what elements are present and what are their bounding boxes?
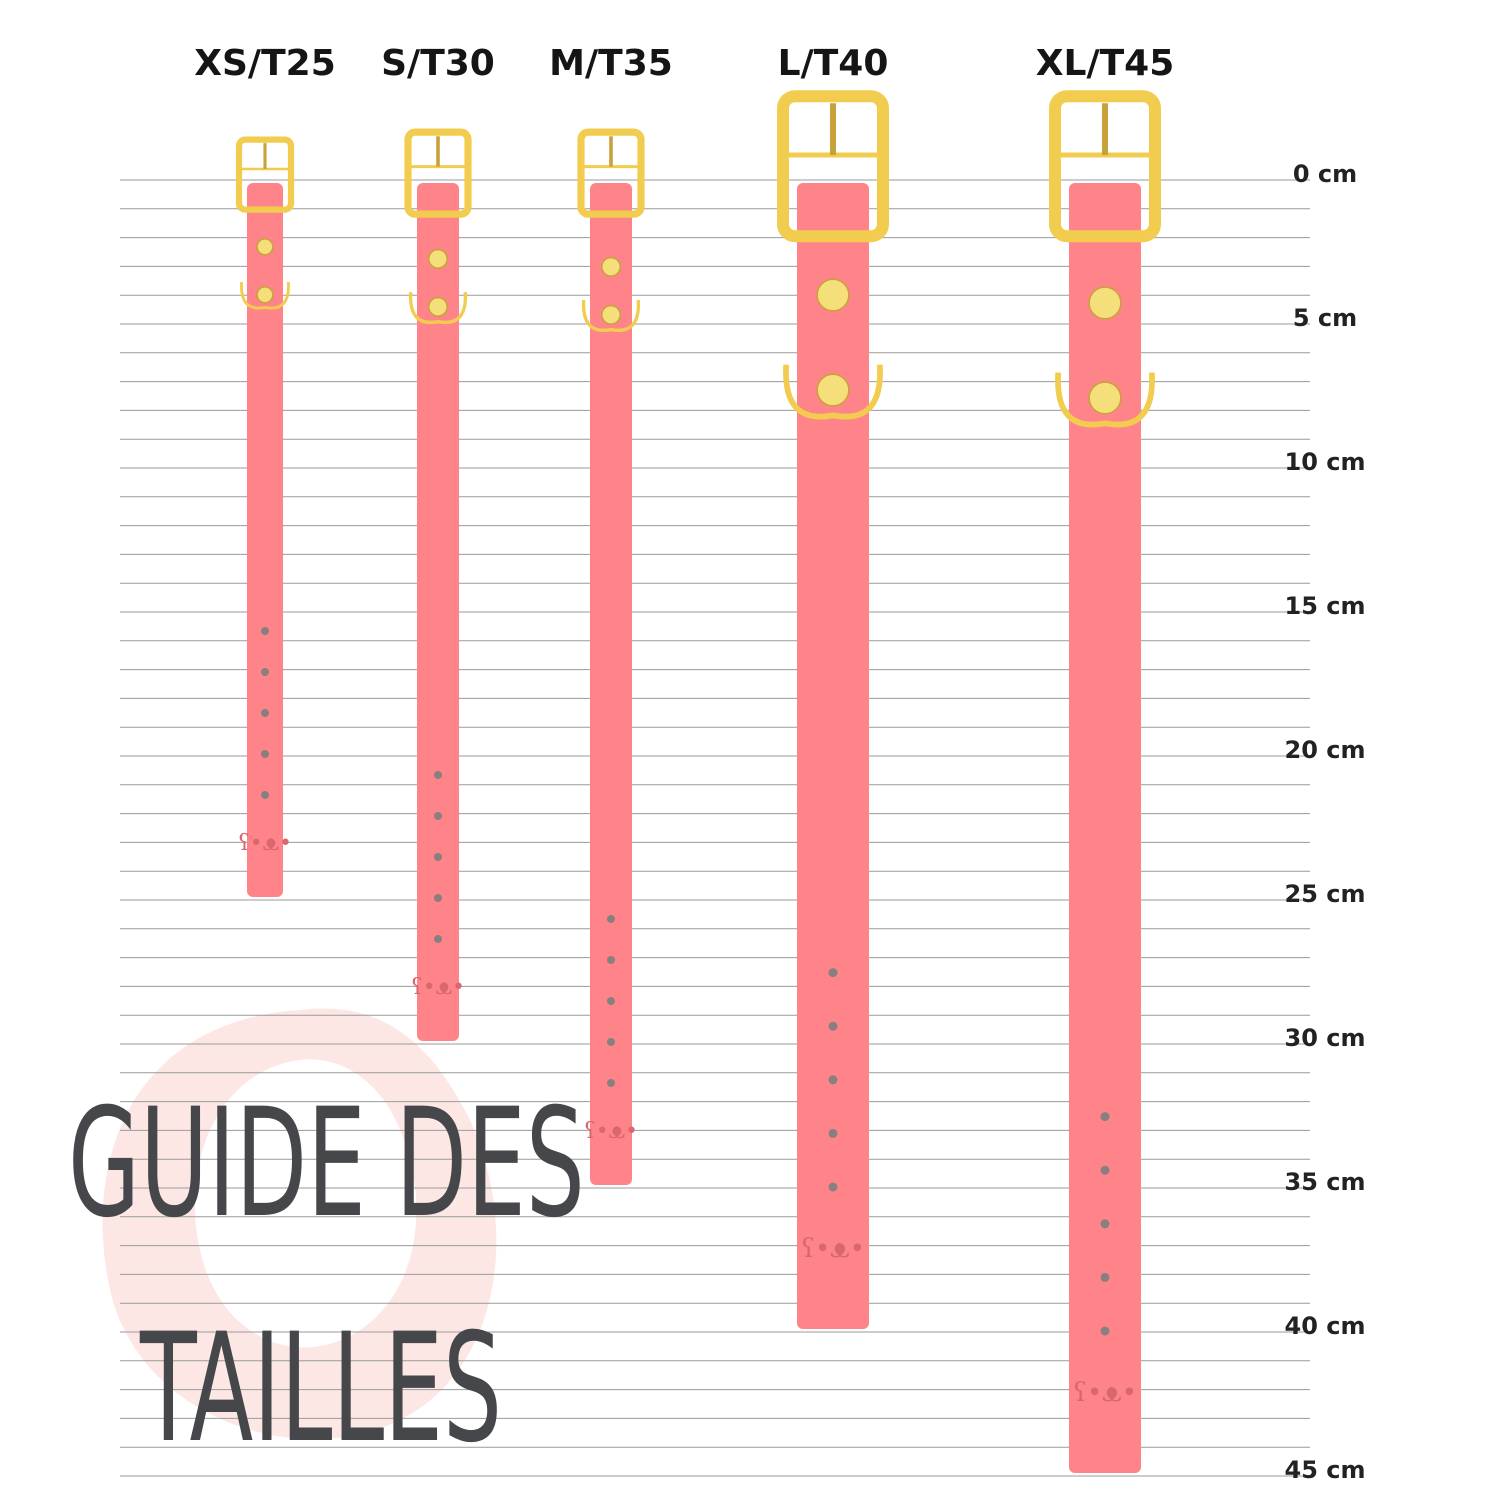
hole bbox=[607, 956, 615, 964]
d-ring-icon bbox=[581, 299, 641, 333]
hole bbox=[607, 1038, 615, 1046]
rivet-icon bbox=[256, 238, 274, 256]
ruler-label: 30 cm bbox=[1285, 1024, 1366, 1052]
hole bbox=[1100, 1165, 1110, 1175]
hole bbox=[607, 997, 615, 1005]
buckle-icon bbox=[577, 128, 645, 218]
rivet-icon bbox=[1088, 286, 1122, 320]
hole bbox=[434, 853, 442, 861]
rivet-icon bbox=[601, 256, 621, 277]
collars: XS/T25ʕ•ᴥ•S/T30ʕ•ᴥ•M/T35ʕ•ᴥ•L/T40ʕ•ᴥ•XL/… bbox=[194, 43, 1174, 1473]
d-ring-icon bbox=[408, 292, 468, 325]
ruler-labels: 0 cm 5 cm 10 cm 15 cm 20 cm 25 cm 30 cm 35 cm 40… bbox=[1285, 160, 1366, 1484]
buckle-icon bbox=[1049, 90, 1161, 243]
hole bbox=[434, 894, 442, 902]
hole bbox=[828, 1021, 838, 1031]
logo-icon: ʕ•ᴥ• bbox=[584, 1119, 638, 1144]
buckle-frame bbox=[235, 136, 295, 213]
hole bbox=[1100, 1219, 1110, 1229]
size-label: S/T30 bbox=[381, 43, 495, 84]
ruler-label: 5 cm bbox=[1293, 304, 1357, 332]
strap bbox=[417, 183, 459, 1041]
collar-l-t40: L/T40 ʕ•ᴥ• bbox=[777, 43, 889, 1329]
collar-m-t35: M/T35 ʕ•ᴥ• bbox=[549, 43, 673, 1185]
ruler-label: 45 cm bbox=[1285, 1456, 1366, 1484]
hole bbox=[828, 1128, 838, 1138]
ruler-label: 40 cm bbox=[1285, 1312, 1366, 1340]
strap bbox=[1069, 183, 1141, 1473]
rivet-icon bbox=[428, 248, 448, 269]
d-ring-icon bbox=[240, 282, 290, 310]
ruler-label: 10 cm bbox=[1285, 448, 1366, 476]
hole bbox=[261, 750, 269, 758]
rivet-icon bbox=[816, 373, 850, 407]
logo-icon: ʕ•ᴥ• bbox=[411, 975, 465, 1000]
hole bbox=[1100, 1326, 1110, 1336]
size-label: L/T40 bbox=[778, 43, 889, 84]
rivet-icon bbox=[428, 296, 448, 317]
size-label: XS/T25 bbox=[194, 43, 336, 84]
buckle-frame bbox=[1049, 90, 1161, 243]
buckle-frame bbox=[404, 128, 472, 218]
title-line-2: TAILLES bbox=[139, 1302, 502, 1476]
hole bbox=[1100, 1272, 1110, 1282]
collar-s-t30: S/T30 ʕ•ᴥ• bbox=[381, 43, 495, 1041]
strap bbox=[247, 183, 283, 897]
buckle-frame bbox=[577, 128, 645, 218]
rivet-icon bbox=[1088, 381, 1122, 415]
rivet-icon bbox=[601, 304, 621, 325]
buckle-icon bbox=[777, 90, 889, 243]
buckle-icon bbox=[235, 136, 295, 213]
logo-icon: ʕ•ᴥ• bbox=[801, 1234, 865, 1264]
brush-ring bbox=[102, 1008, 497, 1440]
ruler-label: 35 cm bbox=[1285, 1168, 1366, 1196]
hole bbox=[828, 1075, 838, 1085]
hole bbox=[607, 1079, 615, 1087]
hole bbox=[828, 968, 838, 978]
hole bbox=[434, 935, 442, 943]
ruler-label: 20 cm bbox=[1285, 736, 1366, 764]
logo-icon: ʕ•ᴥ• bbox=[1073, 1378, 1137, 1408]
d-ring-icon bbox=[783, 364, 883, 420]
hole bbox=[261, 627, 269, 635]
ruler-label: 0 cm bbox=[1293, 160, 1357, 188]
collar-xl-t45: XL/T45 ʕ•ᴥ• bbox=[1036, 43, 1175, 1473]
title-line-1: GUIDE DES bbox=[68, 1077, 585, 1251]
buckle-frame bbox=[777, 90, 889, 243]
hole bbox=[828, 1182, 838, 1192]
rivet-icon bbox=[816, 278, 850, 312]
ruler-label: 15 cm bbox=[1285, 592, 1366, 620]
collar-xs-t25: XS/T25 ʕ•ᴥ• bbox=[194, 43, 336, 897]
hole bbox=[1100, 1112, 1110, 1122]
hole bbox=[434, 812, 442, 820]
hole bbox=[434, 771, 442, 779]
strap bbox=[797, 183, 869, 1329]
d-ring-icon bbox=[1055, 372, 1155, 428]
buckle-icon bbox=[404, 128, 472, 218]
hole bbox=[261, 668, 269, 676]
size-label: M/T35 bbox=[549, 43, 673, 84]
hole bbox=[607, 915, 615, 923]
title: GUIDE DES TAILLES bbox=[68, 1077, 585, 1476]
hole bbox=[261, 709, 269, 717]
strap bbox=[590, 183, 632, 1185]
size-label: XL/T45 bbox=[1036, 43, 1175, 84]
logo-icon: ʕ•ᴥ• bbox=[238, 831, 292, 856]
brush-stroke-background bbox=[102, 1008, 497, 1440]
hole bbox=[261, 791, 269, 799]
rivet-icon bbox=[256, 286, 274, 304]
ruler-label: 25 cm bbox=[1285, 880, 1366, 908]
